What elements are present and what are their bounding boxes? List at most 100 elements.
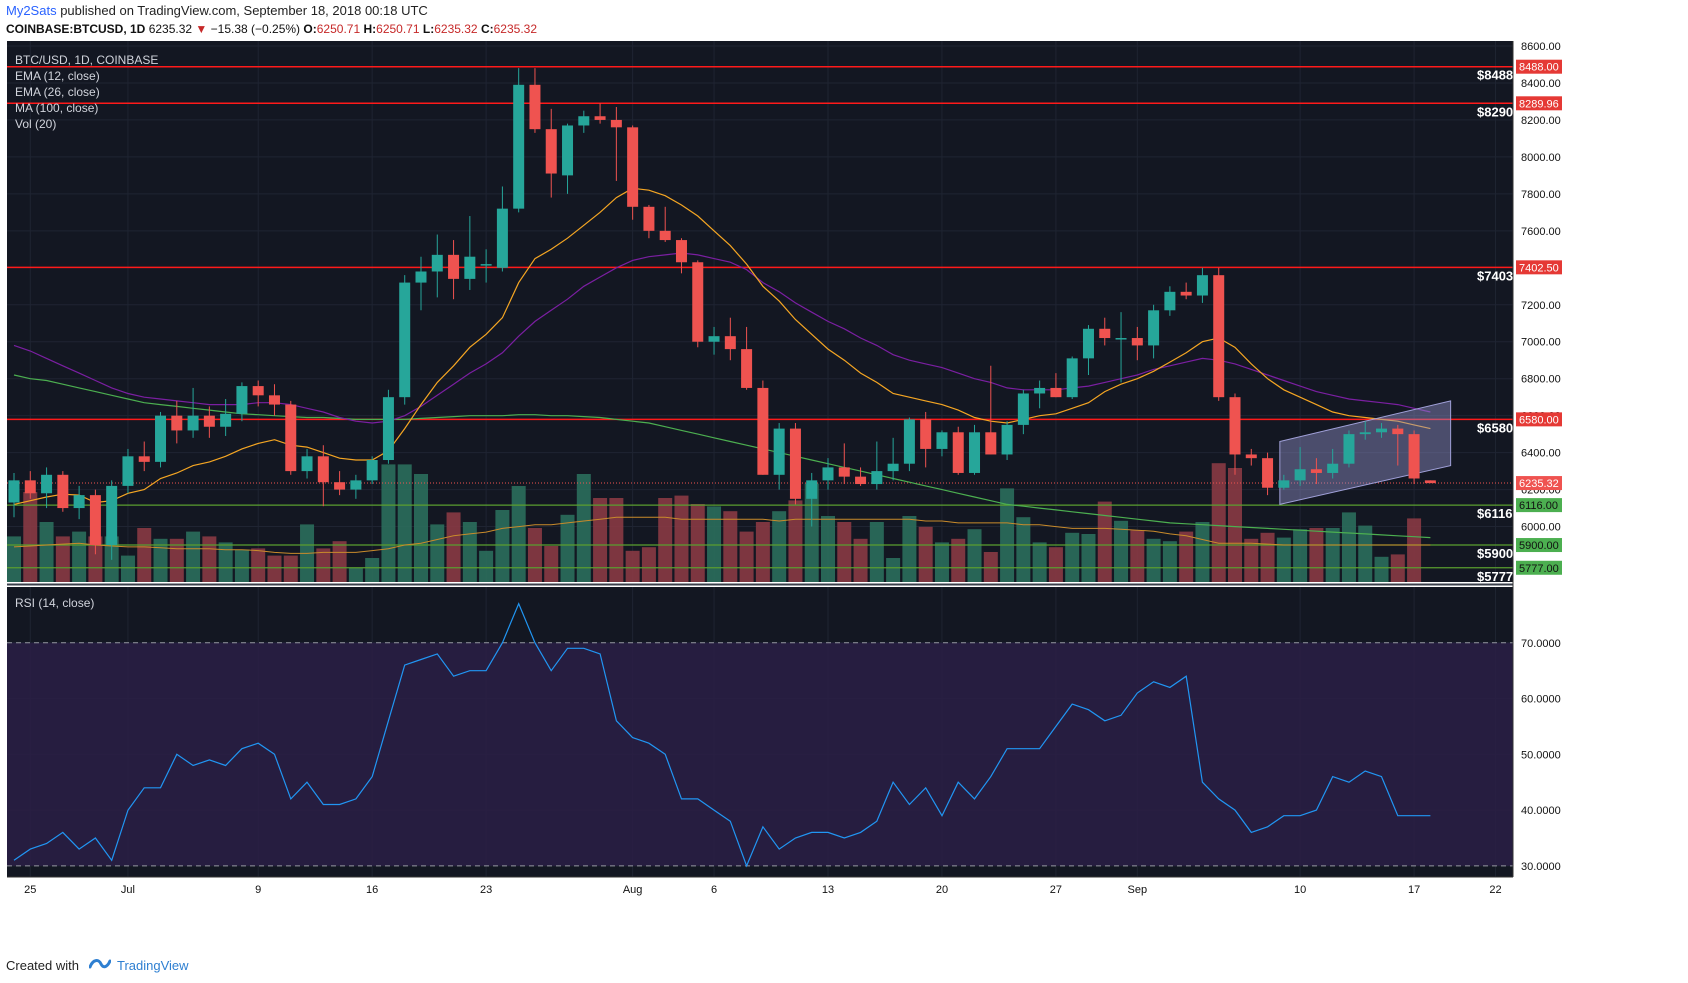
candle-body [57,474,69,509]
volume-bar [186,531,201,582]
price-pane[interactable]: $8488 $8290 $7403 $6580 $6116 $5900 $5777 [7,41,1513,584]
time-tick-label: Sep [1128,884,1148,896]
price-tick-label: 6800.00 [1521,374,1561,386]
price-axis[interactable]: 8600.00 8400.00 8200.00 8000.00 7800.00 7600.… [1512,41,1562,877]
volume-bar [283,555,298,582]
volume-bar [137,528,152,582]
change-value: −15.38 (−0.25%) [210,22,301,36]
level-text-label: $6580 [1477,420,1513,435]
level-text-label: $7403 [1477,268,1513,283]
candle-body [138,456,150,462]
candle-body [1148,310,1160,346]
level-text-label: $5777 [1477,569,1513,584]
volume-bar [1244,538,1259,582]
candle-body [936,432,948,449]
volume-bar [739,531,754,582]
candle-body [1034,387,1046,394]
level-axis-label: 7402.50 [1519,262,1559,274]
footer: Created with TradingView [6,957,189,974]
candle-body [122,456,134,486]
volume-bar [39,522,54,582]
time-tick-label: 13 [822,884,834,896]
rsi-line [13,602,1431,868]
candle-body [708,336,720,342]
trading-chart[interactable]: $8488 $8290 $7403 $6580 $6116 $5900 $5777 25 Ju… [0,41,1688,952]
candle-body [187,415,199,431]
rsi-pane[interactable] [7,583,1513,878]
rsi-axis[interactable]: 70.0000 60.0000 50.0000 40.0000 30.0000 [1521,638,1561,873]
candle-body [822,467,834,481]
volume-ma-line [13,516,1431,554]
candle-body [513,84,525,209]
volume-bar [1407,518,1422,582]
volume-bar [446,512,461,582]
volume-bar [674,495,689,582]
volume-bar [788,500,803,582]
high-label: H: [363,22,377,36]
ema26-line [13,252,1431,424]
volume-bar [593,498,608,582]
price-tick-label: 7000.00 [1521,337,1561,349]
candle-body [1229,397,1241,455]
volume-bar [316,548,331,582]
level-text-label: $6116 [1477,506,1512,521]
candle-body [887,463,899,472]
candle-body [1099,328,1111,339]
volume-bar [1000,488,1015,582]
price-tick-label: 6400.00 [1521,448,1561,460]
time-tick-label: 16 [366,884,378,896]
last-price-badge [1516,476,1562,491]
candle-body [1245,454,1257,459]
ema12-line [13,187,1431,505]
candle-body [252,386,264,396]
level-text-label: $8290 [1477,104,1513,119]
candle-body [529,84,541,130]
candle-body [8,480,20,503]
level-axis-badge [1516,412,1562,427]
volume-bar [527,528,542,582]
volume-bar [544,546,559,582]
time-axis[interactable]: 25 Jul 9 16 23 Aug 6 13 20 27 Sep 10 17 22 [7,876,1513,896]
published-text: published on TradingView.com, September … [60,3,428,18]
author-link[interactable]: My2Sats [6,3,57,18]
high-value: 6250.71 [376,22,420,36]
volume-bar [234,549,249,582]
volume-bar [1195,522,1210,582]
close-label: C: [480,22,494,36]
volume-bar [381,464,396,582]
legend-rsi: RSI (14, close) [15,596,94,610]
candle-body [643,206,655,231]
volume-bar [332,541,347,582]
candle-body [301,456,313,472]
volume-bar [886,558,901,582]
candle-body [969,432,981,473]
publish-info: My2Sats published on TradingView.com, Se… [6,3,428,18]
candle-body [350,480,362,490]
time-tick-label: Jul [121,884,135,896]
candle-body [171,415,183,431]
candle-body [334,482,346,490]
candle-body [1294,469,1306,481]
candle-body [1001,424,1013,455]
candle-body [1408,434,1420,479]
volume-bar [153,538,168,582]
level-axis-label: 5777.00 [1519,563,1559,575]
candle-body [952,432,964,473]
volume-bar [658,498,673,582]
tradingview-logo-icon[interactable] [88,957,112,974]
volume-bar [641,547,656,582]
legend-symbol: BTC/USD, 1D, COINBASE [15,53,158,67]
candle-body [480,264,492,266]
volume-bar [967,529,982,582]
volume-bar [1048,547,1063,582]
candle-body [789,428,801,499]
volume-bar [1146,538,1161,582]
tradingview-link[interactable]: TradingView [116,958,189,973]
candle-body [1359,432,1371,435]
volume-bar [1374,556,1389,582]
time-tick-label: 17 [1408,884,1420,896]
price-tick-label: 8200.00 [1521,115,1561,127]
rsi-tick-label: 70.0000 [1521,638,1561,650]
volume-bar [690,504,705,582]
time-tick-label: 27 [1050,884,1062,896]
